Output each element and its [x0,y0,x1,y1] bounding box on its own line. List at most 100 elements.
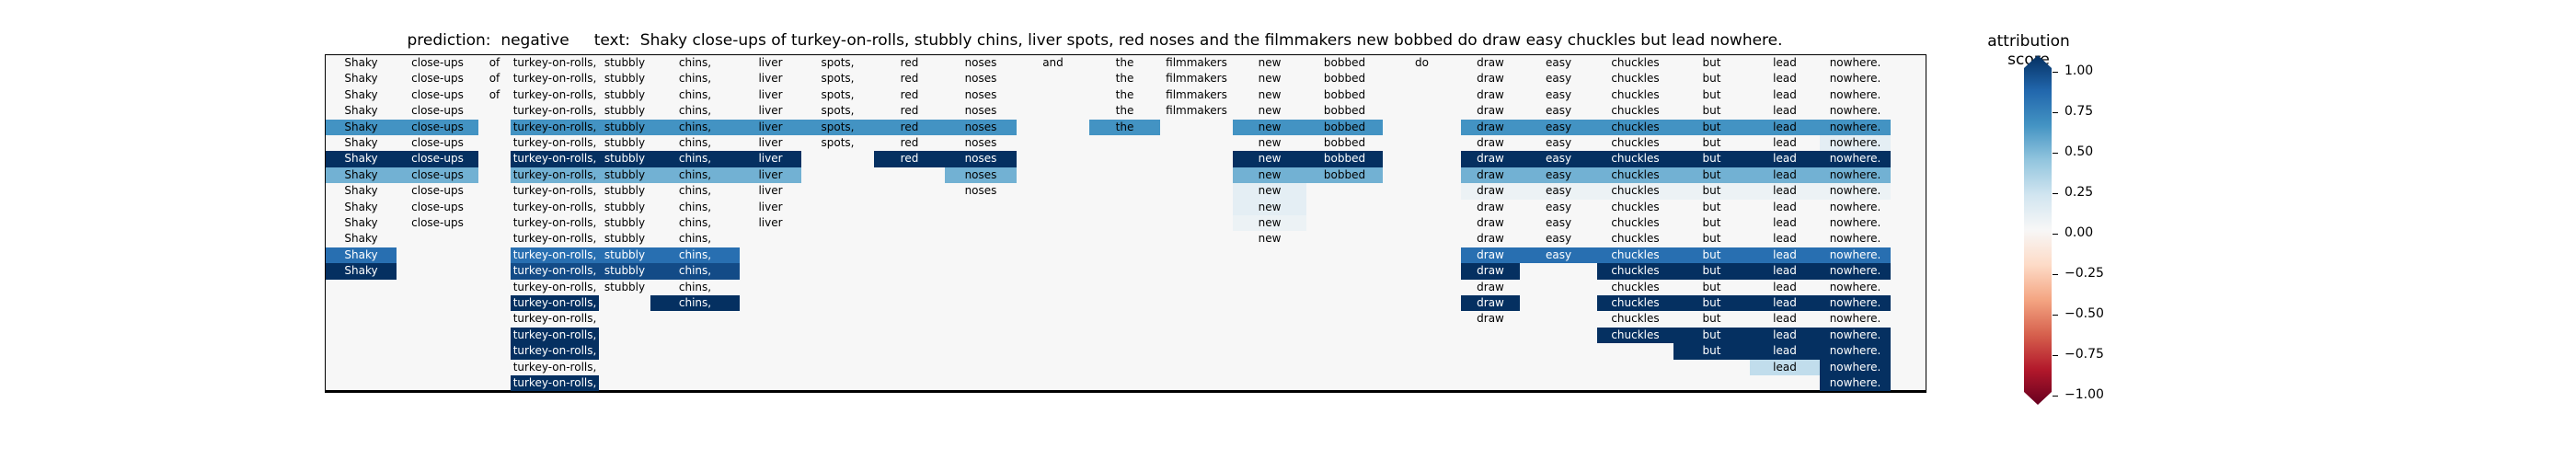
heatmap-cell: the [1115,104,1134,118]
heatmap-cell: chins, [650,151,740,167]
heatmap-cell: but [1702,72,1721,86]
heatmap-cell: red [874,119,945,135]
heatmap-cell: spots, [821,56,855,69]
heatmap-cell: close-ups [397,167,478,184]
heatmap-cell: nowhere. [1820,263,1891,280]
heatmap-cell: chins, [678,72,712,86]
heatmap-cell: lead [1750,295,1820,312]
heatmap-cell: filmmakers [1166,87,1227,101]
heatmap-cell: Shaky [344,72,378,86]
heatmap-cell: lead [1773,216,1797,229]
heatmap-cell: of [478,392,511,393]
heatmap-cell: easy [1520,392,1597,393]
heatmap-cell: but [1673,295,1750,312]
colorbar-tick-label: −0.75 [2064,347,2104,362]
heatmap-cell: stubbly [604,136,646,149]
heatmap-cell: chuckles [1611,104,1660,118]
heatmap-cell: turkey-on-rolls, [512,104,597,118]
heatmap-cell: easy [1545,216,1572,229]
heatmap-cell: chuckles [1597,167,1673,184]
heatmap-cell: turkey-on-rolls, [511,327,599,344]
heatmap-cell: noses [964,136,997,149]
heatmap-cell: draw [1461,247,1520,264]
heatmap-cell: noses [945,392,1017,393]
heatmap-cell: stubbly [604,72,646,86]
heatmap-cell: but [1702,312,1721,326]
heatmap-cell: filmmakers [1166,104,1227,118]
heatmap-cell: easy [1520,119,1597,135]
heatmap-cell: lead [1750,392,1820,393]
heatmap-cell: liver [758,200,783,213]
heatmap-cell: spots, [821,87,855,101]
heatmap-cell: but [1702,104,1721,118]
heatmap-cell: but [1673,327,1750,344]
heatmap-cell: draw [1477,200,1504,213]
heatmap-cell: new [1258,104,1282,118]
heatmap-cell: chuckles [1611,87,1660,101]
heatmap-cell: liver [758,216,783,229]
heatmap-cell: stubbly [604,87,646,101]
heatmap-cell: chins, [678,56,712,69]
heatmap-cell: bobbed [1306,392,1383,393]
heatmap-cell: new [1233,167,1306,184]
heatmap-cell: lead [1750,263,1820,280]
heatmap-cell: easy [1520,151,1597,167]
heatmap-cell: lead [1773,87,1797,101]
text-label: text: [593,31,630,50]
heatmap-cell: easy [1520,167,1597,184]
heatmap-cell: draw [1477,280,1504,293]
heatmap-cell: bobbed [1323,104,1366,118]
heatmap-cell: lead [1773,200,1797,213]
heatmap-cell: draw [1461,167,1520,184]
heatmap-cell: nowhere. [1829,72,1881,86]
heatmap-cell: nowhere. [1820,119,1891,135]
heatmap-cell: of [489,72,500,86]
heatmap-cell: but [1673,183,1750,200]
heatmap-cell: lead [1773,56,1797,69]
heatmap-cell: spots, [821,72,855,86]
heatmap-cell: chins, [678,104,712,118]
heatmap-cell: liver [740,392,801,393]
heatmap-cell: turkey-on-rolls, [512,184,597,198]
heatmap-cell: chuckles [1597,295,1673,312]
heatmap-cell: red [900,72,919,86]
heatmap-cell: nowhere. [1820,167,1891,184]
colorbar-tick-label: 0.50 [2064,144,2094,159]
heatmap-cell: bobbed [1323,72,1366,86]
heatmap-cell: noses [964,72,997,86]
text-value: Shaky close-ups of turkey-on-rolls, stub… [639,31,1783,50]
heatmap-cell: draw [1461,151,1520,167]
colorbar-tick-mark [2053,274,2058,275]
heatmap-cell: easy [1520,247,1597,264]
heatmap-cell: but [1673,151,1750,167]
heatmap-cell: but [1673,119,1750,135]
heatmap-cell: draw [1477,72,1504,86]
heatmap-cell: but [1673,343,1750,360]
heatmap-cell: lead [1773,232,1797,246]
heatmap-cell: lead [1773,312,1797,326]
heatmap-cell: chins, [650,295,740,312]
heatmap-cell: close-ups [411,216,464,229]
heatmap-cell: chins, [650,167,740,184]
heatmap-cell: chuckles [1597,247,1673,264]
heatmap-cell: spots, [821,136,855,149]
heatmap-cell: lead [1750,151,1820,167]
heatmap-cell: but [1673,167,1750,184]
heatmap-cell: chuckles [1597,183,1673,200]
heatmap-cell: chins, [678,232,712,246]
heatmap-cell: lead [1750,167,1820,184]
heatmap-cell: draw [1477,104,1504,118]
heatmap-cell: Shaky [344,136,378,149]
colorbar-tick-label: −0.25 [2064,266,2104,281]
heatmap-cell: nowhere. [1820,247,1891,264]
heatmap-cell: chins, [650,392,740,393]
heatmap-cell: draw [1477,312,1504,326]
heatmap-cell: easy [1545,56,1572,69]
heatmap-cell: Shaky [326,167,397,184]
heatmap-cell: easy [1545,200,1572,213]
heatmap-cell: draw [1461,119,1520,135]
separator-line [326,390,1926,392]
heatmap-cell: turkey-on-rolls, [512,56,597,69]
colorbar-tick-label: −0.50 [2064,306,2104,321]
heatmap-cell: turkey-on-rolls, [511,375,599,392]
